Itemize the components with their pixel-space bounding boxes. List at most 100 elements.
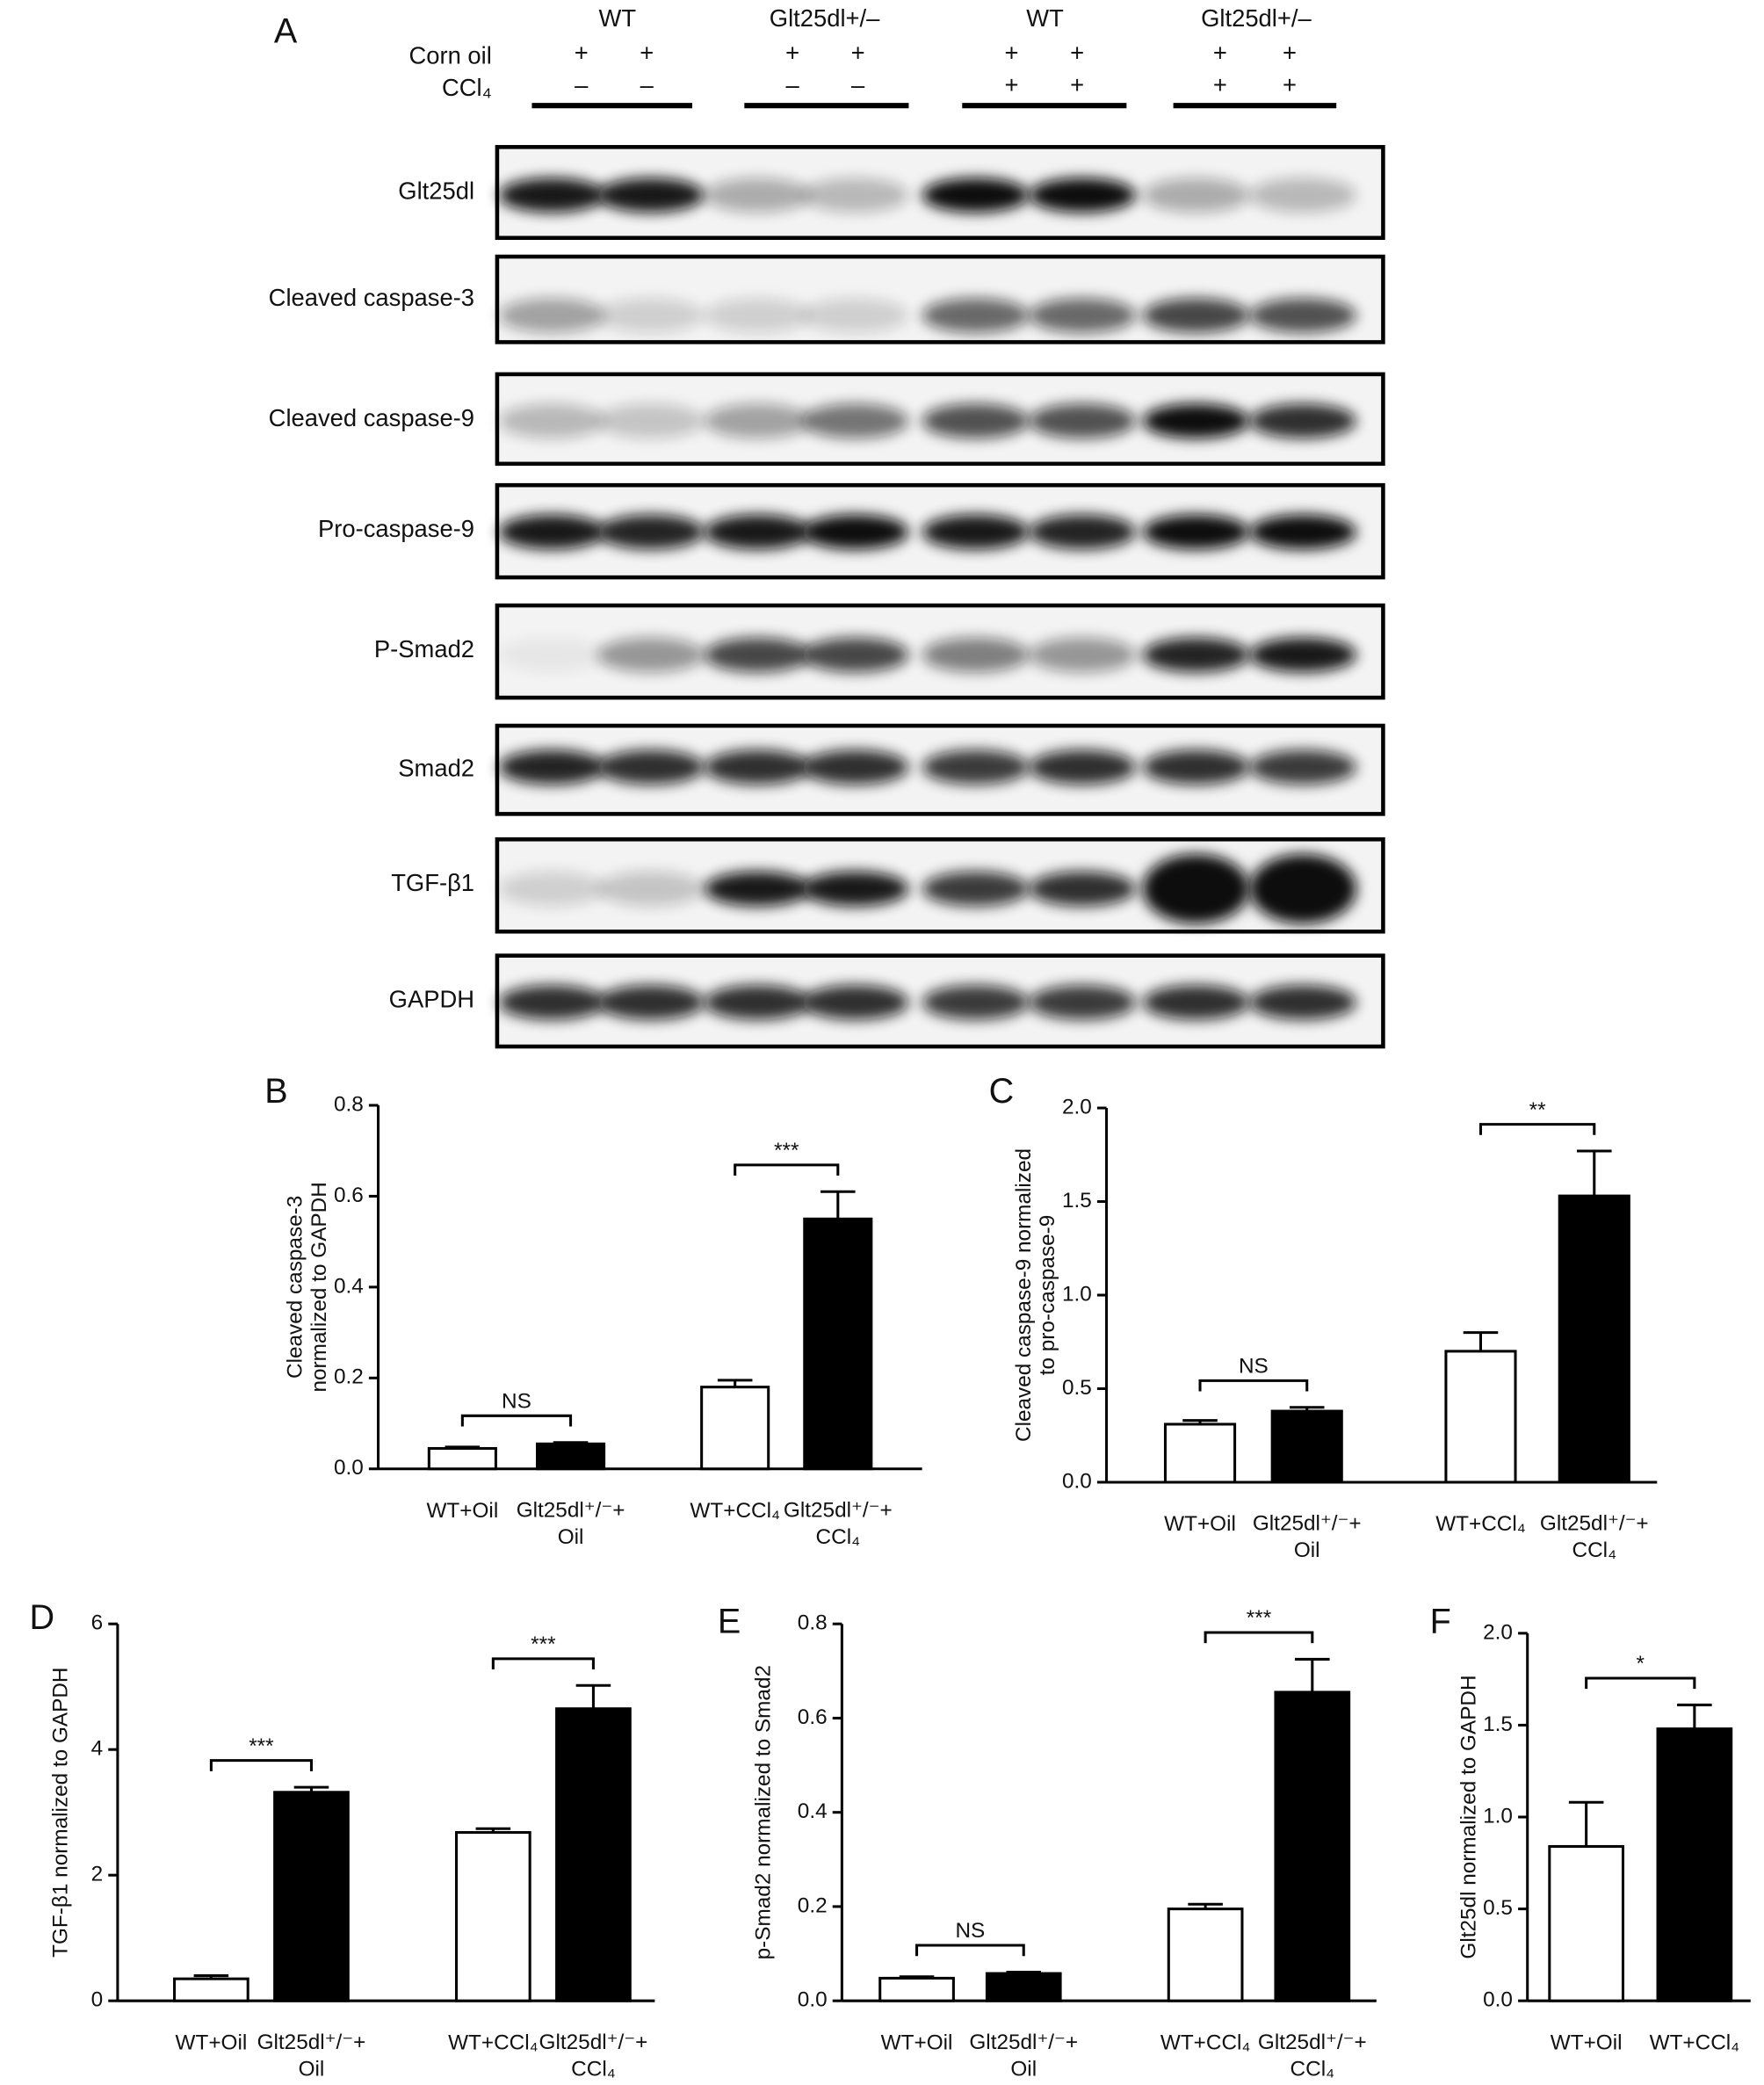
y-tick-label: 0.0 xyxy=(1062,1469,1092,1493)
treatment-mark: + xyxy=(1213,40,1227,67)
significance-bracket xyxy=(209,1759,313,1771)
x-tick-label: Glt25dl⁺/⁻+ CCl₄ xyxy=(539,2031,648,2081)
band xyxy=(1029,871,1137,907)
bar xyxy=(1548,1844,1625,2002)
band xyxy=(704,749,812,785)
bar xyxy=(1163,1423,1237,1484)
treatment-mark: + xyxy=(1005,40,1019,67)
significance-label: *** xyxy=(531,1633,556,1656)
y-tick-label: 0.6 xyxy=(798,1705,828,1729)
band xyxy=(1142,749,1250,785)
treatment-label: CCl₄ xyxy=(442,74,492,101)
y-axis-label: TGF-β1 normalized to GAPDH xyxy=(48,1668,72,1958)
y-tick-label: 2.0 xyxy=(1483,1620,1513,1644)
significance-bracket xyxy=(1198,1379,1309,1392)
significance-label: NS xyxy=(955,1919,985,1943)
band xyxy=(922,514,1030,550)
treatment-mark: + xyxy=(1283,71,1297,98)
significance-label: *** xyxy=(1247,1606,1272,1630)
significance-label: NS xyxy=(1239,1355,1269,1379)
significance-bracket xyxy=(1478,1123,1596,1135)
band xyxy=(498,637,606,673)
band-row xyxy=(498,985,1357,1020)
band xyxy=(922,637,1030,673)
band xyxy=(922,298,1030,333)
band xyxy=(1029,403,1137,438)
band xyxy=(1142,514,1250,550)
band xyxy=(1029,985,1137,1020)
significance-label: *** xyxy=(249,1734,274,1758)
y-tick-label: 2.0 xyxy=(1062,1095,1092,1119)
x-tick-label: WT+Oil xyxy=(1164,1512,1236,1536)
band xyxy=(596,749,705,785)
panel-label: F xyxy=(1430,1603,1451,1641)
band xyxy=(498,298,606,333)
bar xyxy=(427,1446,497,1471)
band xyxy=(704,985,812,1020)
treatment-mark: – xyxy=(575,71,589,98)
y-tick-label: 1.0 xyxy=(1483,1804,1513,1828)
band xyxy=(498,403,606,438)
y-axis-label: Glt25dl normalized to GAPDH xyxy=(1457,1675,1481,1958)
bar xyxy=(454,1831,531,2002)
y-tick-label: 0.0 xyxy=(334,1456,364,1480)
y-tick-label: 0 xyxy=(91,1988,104,2012)
bar xyxy=(803,1217,873,1471)
band xyxy=(1029,514,1137,550)
band xyxy=(1142,177,1250,213)
x-tick-label: WT+CCl₄ xyxy=(1650,2031,1740,2054)
x-tick-label: WT+CCl₄ xyxy=(1160,2031,1251,2054)
protein-label: Pro-caspase-9 xyxy=(318,515,474,542)
bar xyxy=(173,1977,249,2002)
treatment-mark: – xyxy=(851,71,865,98)
protein-label: TGF-β1 xyxy=(391,869,474,896)
protein-label: P-Smad2 xyxy=(374,635,474,662)
band xyxy=(704,177,812,213)
group-label: Glt25dl+/– xyxy=(770,4,880,32)
band xyxy=(922,749,1030,785)
panel-label: E xyxy=(718,1603,741,1641)
x-tick-label: Glt25dl⁺/⁻+ Oil xyxy=(517,1499,625,1549)
band xyxy=(704,637,812,673)
significance-label: NS xyxy=(502,1390,531,1414)
band xyxy=(801,985,909,1020)
band xyxy=(1029,749,1137,785)
treatment-mark: + xyxy=(575,40,589,67)
band xyxy=(1249,985,1357,1020)
x-tick-label: Glt25dl⁺/⁻+ Oil xyxy=(969,2031,1078,2081)
band xyxy=(1142,854,1250,924)
group-label: Glt25dl+/– xyxy=(1201,4,1312,32)
significance-bracket xyxy=(491,1657,595,1670)
band xyxy=(498,514,606,550)
band-row xyxy=(498,514,1357,550)
y-tick-label: 0.0 xyxy=(1483,1988,1513,2012)
treatment-mark: + xyxy=(851,40,865,67)
x-tick-label: WT+CCl₄ xyxy=(448,2031,539,2054)
band xyxy=(704,403,812,438)
panel-label: C xyxy=(989,1072,1015,1111)
significance-bracket xyxy=(460,1414,573,1427)
band xyxy=(596,177,705,213)
band xyxy=(922,177,1030,213)
band xyxy=(498,871,606,907)
band xyxy=(801,871,909,907)
protein-label: GAPDH xyxy=(389,986,474,1013)
band xyxy=(922,403,1030,438)
band xyxy=(596,403,705,438)
x-tick-label: WT+CCl₄ xyxy=(690,1499,780,1523)
band xyxy=(596,871,705,907)
band xyxy=(596,637,705,673)
panel-label: B xyxy=(264,1072,287,1111)
band xyxy=(1142,403,1250,438)
bar xyxy=(1270,1409,1343,1484)
panel-label: D xyxy=(30,1598,55,1637)
treatment-mark: + xyxy=(1070,71,1084,98)
treatment-mark: + xyxy=(1213,71,1227,98)
y-tick-label: 0.0 xyxy=(798,1988,828,2012)
band xyxy=(801,637,909,673)
y-axis-label: Cleaved caspase-3normalized to GAPDH xyxy=(284,1182,331,1392)
band-row xyxy=(498,177,1357,213)
band xyxy=(1142,298,1250,333)
x-tick-label: Glt25dl⁺/⁻+ Oil xyxy=(257,2031,366,2081)
